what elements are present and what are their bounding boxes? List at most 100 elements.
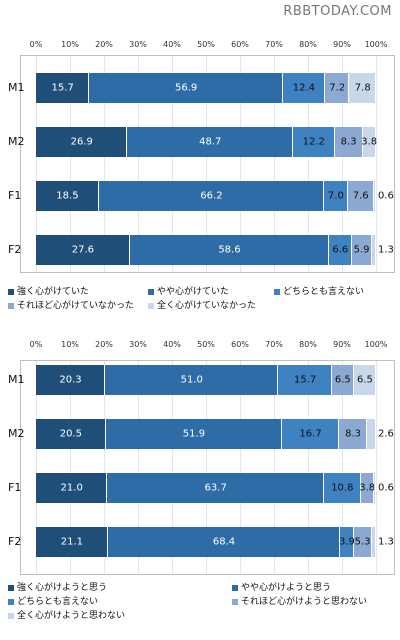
gridline	[172, 361, 173, 574]
legend-swatch	[232, 584, 238, 591]
category-label: M2	[8, 135, 25, 148]
gridline	[240, 56, 241, 272]
gridline	[36, 56, 37, 272]
data-label: 3.8	[359, 482, 376, 494]
gridline	[240, 361, 241, 574]
x-tick-label: 30%	[129, 340, 147, 349]
data-label: 7.0	[327, 190, 344, 202]
legend-entry: 全く心がけていなかった	[148, 298, 256, 311]
x-tick-label: 60%	[231, 340, 249, 349]
bar-segment	[347, 181, 374, 211]
legend-swatch	[8, 612, 14, 619]
data-label: 12.2	[302, 136, 325, 148]
bar-segment	[107, 527, 341, 557]
bar-segment	[107, 473, 324, 503]
gridline	[376, 361, 377, 574]
data-label: 3.9	[338, 536, 355, 548]
legend-entry: 強く心がけていた	[8, 284, 89, 297]
bar-segment	[105, 419, 283, 449]
bar-segment	[331, 365, 354, 395]
gridline	[138, 361, 139, 574]
data-label: 58.6	[218, 244, 241, 256]
data-label: 3.8	[361, 136, 378, 148]
bar-segment	[373, 473, 376, 503]
bar-segment	[353, 527, 372, 557]
gridline	[104, 361, 105, 574]
legend-label: 強く心がけていた	[17, 287, 90, 297]
gridline	[342, 361, 343, 574]
legend-label: それほど心がけようと思わない	[241, 597, 368, 607]
bar-segment	[373, 181, 376, 211]
bar-segment	[129, 235, 330, 265]
x-tick-label: 70%	[265, 340, 283, 349]
data-label: 7.6	[352, 190, 369, 202]
data-label: 16.7	[299, 428, 322, 440]
legend-label: 全く心がけていなかった	[157, 301, 257, 311]
x-tick-label: 100%	[364, 340, 388, 349]
bar-segment	[340, 527, 354, 557]
bar-segment	[36, 419, 106, 449]
bar-segment	[362, 127, 376, 157]
bar-segment	[36, 365, 106, 395]
x-tick-label: 100%	[364, 40, 388, 49]
legend-entry: やや心がけようと思う	[232, 580, 331, 593]
x-tick-label: 80%	[299, 40, 317, 49]
legend-entry: どちらとも言えない	[274, 284, 364, 297]
bar-segment	[349, 73, 376, 103]
legend-swatch	[8, 302, 14, 309]
data-label: 6.6	[332, 244, 349, 256]
data-label: 8.3	[340, 136, 357, 148]
data-label: 15.7	[293, 374, 317, 386]
bar-segment	[36, 127, 128, 157]
legend-label: やや心がけようと思う	[241, 583, 332, 593]
data-label: 15.7	[51, 82, 74, 94]
x-tick-label: 90%	[333, 40, 351, 49]
legend-entry: 全く心がけようと思わない	[8, 608, 125, 621]
legend-label: どちらとも言えない	[283, 287, 365, 297]
x-tick-label: 80%	[299, 340, 317, 349]
x-tick-label: 0%	[29, 340, 43, 349]
data-label: 2.6	[378, 428, 394, 440]
chart-top: 0% 10% 20% 30% 40% 50% 60% 70% 80% 90% 100% M1 15.7…	[0, 30, 400, 320]
x-tick-label: 90%	[333, 340, 351, 349]
data-label: 21.0	[60, 482, 83, 494]
legend-entry: やや心がけていた	[148, 284, 229, 297]
legend-entry: それほど心がけようと思わない	[232, 594, 367, 607]
x-tick-label: 50%	[197, 40, 215, 49]
bar-segment	[98, 181, 324, 211]
legend-label: やや心がけていた	[157, 287, 230, 297]
gridline	[308, 56, 309, 272]
gridline	[36, 361, 37, 574]
gridline	[138, 56, 139, 272]
data-label: 1.3	[378, 536, 394, 548]
bar-segment	[36, 235, 130, 265]
bar-segment	[282, 419, 339, 449]
bar-segment	[360, 473, 374, 503]
legend-label: 強く心がけようと思う	[17, 583, 108, 593]
gridline	[70, 361, 71, 574]
data-label: 21.1	[60, 536, 83, 548]
data-label: 20.5	[59, 428, 82, 440]
data-label: 26.9	[70, 136, 93, 148]
bar-segment	[325, 73, 350, 103]
legend-label: それほど心がけていなかった	[17, 301, 135, 311]
bar-segment	[371, 527, 376, 557]
category-label: F1	[8, 189, 22, 202]
data-label: 66.2	[200, 190, 223, 202]
data-label: 10.8	[331, 482, 354, 494]
category-label: M1	[8, 81, 25, 94]
data-label: 27.6	[71, 244, 95, 256]
data-label: 5.3	[354, 536, 371, 548]
data-label: 56.9	[174, 82, 198, 94]
bar-segment	[367, 419, 376, 449]
legend-swatch	[148, 302, 154, 309]
x-tick-label: 20%	[95, 40, 113, 49]
gridline	[172, 56, 173, 272]
bar-segment	[36, 73, 90, 103]
legend-entry: それほど心がけていなかった	[8, 298, 134, 311]
bar-segment	[351, 235, 372, 265]
legend-label: 全く心がけようと思わない	[17, 611, 126, 621]
legend-entry: どちらとも言えない	[8, 594, 98, 607]
gridline	[70, 56, 71, 272]
legend-swatch	[8, 288, 14, 295]
